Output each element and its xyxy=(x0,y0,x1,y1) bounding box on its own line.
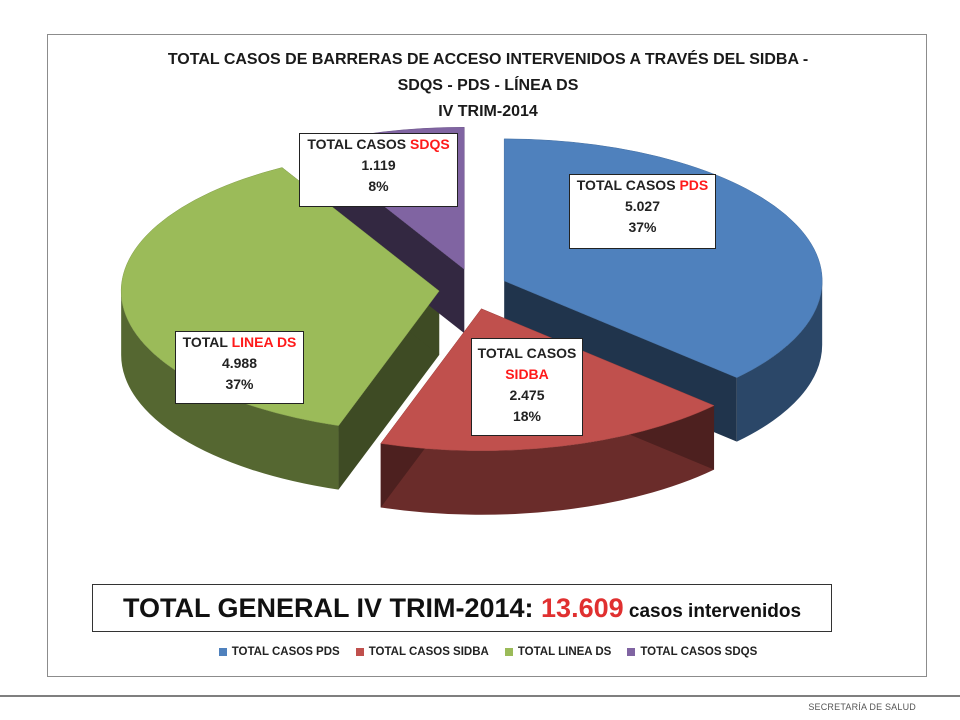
chart-title-line: TOTAL CASOS DE BARRERAS DE ACCESO INTERV… xyxy=(167,51,809,68)
legend-swatch xyxy=(218,648,227,656)
chart-title: TOTAL CASOS DE BARRERAS DE ACCESO INTERV… xyxy=(48,47,928,125)
legend-swatch xyxy=(355,648,364,656)
footer-divider xyxy=(0,695,960,697)
chart-frame: TOTAL CASOS DE BARRERAS DE ACCESO INTERV… xyxy=(47,34,927,677)
chart-legend: TOTAL CASOS PDS TOTAL CASOS SIDBA TOTAL … xyxy=(48,646,928,658)
data-label-pds: TOTAL CASOS PDS 5.027 37% xyxy=(569,174,716,249)
legend-swatch xyxy=(504,648,513,656)
legend-item-sidba: TOTAL CASOS SIDBA xyxy=(355,646,489,658)
pie-wall-2-0 xyxy=(338,290,440,490)
data-label-sdqs: TOTAL CASOS SDQS 1.119 8% xyxy=(299,133,458,207)
pie-side-0 xyxy=(736,280,823,442)
footer-text: SECRETARÍA DE SALUD xyxy=(808,702,916,712)
data-label-linea-ds: TOTAL LINEA DS 4.988 37% xyxy=(175,331,304,404)
pie-side-2 xyxy=(121,290,339,490)
chart-title-line: SDQS - PDS - LÍNEA DS xyxy=(397,77,579,94)
legend-item-linea-ds: TOTAL LINEA DS xyxy=(504,646,611,658)
legend-item-sdqs: TOTAL CASOS SDQS xyxy=(627,646,757,658)
legend-item-pds: TOTAL CASOS PDS xyxy=(218,646,340,658)
data-label-sidba: TOTAL CASOS SIDBA 2.475 18% xyxy=(471,338,583,436)
legend-swatch xyxy=(627,648,636,656)
total-general-box: TOTAL GENERAL IV TRIM-2014: 13.609 casos… xyxy=(92,584,832,632)
chart-title-line: IV TRIM-2014 xyxy=(438,103,538,120)
pie-side-1 xyxy=(380,405,715,515)
